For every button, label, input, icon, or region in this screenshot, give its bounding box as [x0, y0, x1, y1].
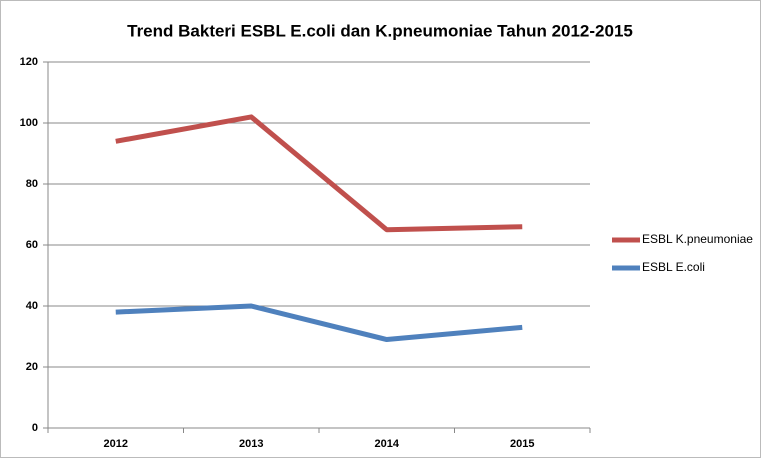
x-tick-label: 2012 — [104, 438, 128, 450]
y-tick-label: 0 — [32, 422, 38, 434]
y-tick-label: 80 — [26, 178, 38, 190]
series-line — [115, 303, 523, 343]
x-tick-label: 2013 — [239, 438, 263, 450]
y-tick-label: 20 — [26, 361, 38, 373]
legend-label: ESBL E.coli — [642, 260, 705, 274]
legend-label: ESBL K.pneumoniae — [642, 232, 753, 246]
y-tick-label: 60 — [26, 239, 38, 251]
y-tick-label: 100 — [20, 117, 38, 129]
y-tick-label: 120 — [20, 56, 38, 68]
x-tick-label: 2015 — [510, 438, 534, 450]
x-tick-label: 2014 — [375, 438, 400, 450]
series-line — [115, 114, 523, 233]
y-tick-label: 40 — [26, 300, 38, 312]
chart-title: Trend Bakteri ESBL E.coli dan K.pneumoni… — [127, 21, 633, 40]
